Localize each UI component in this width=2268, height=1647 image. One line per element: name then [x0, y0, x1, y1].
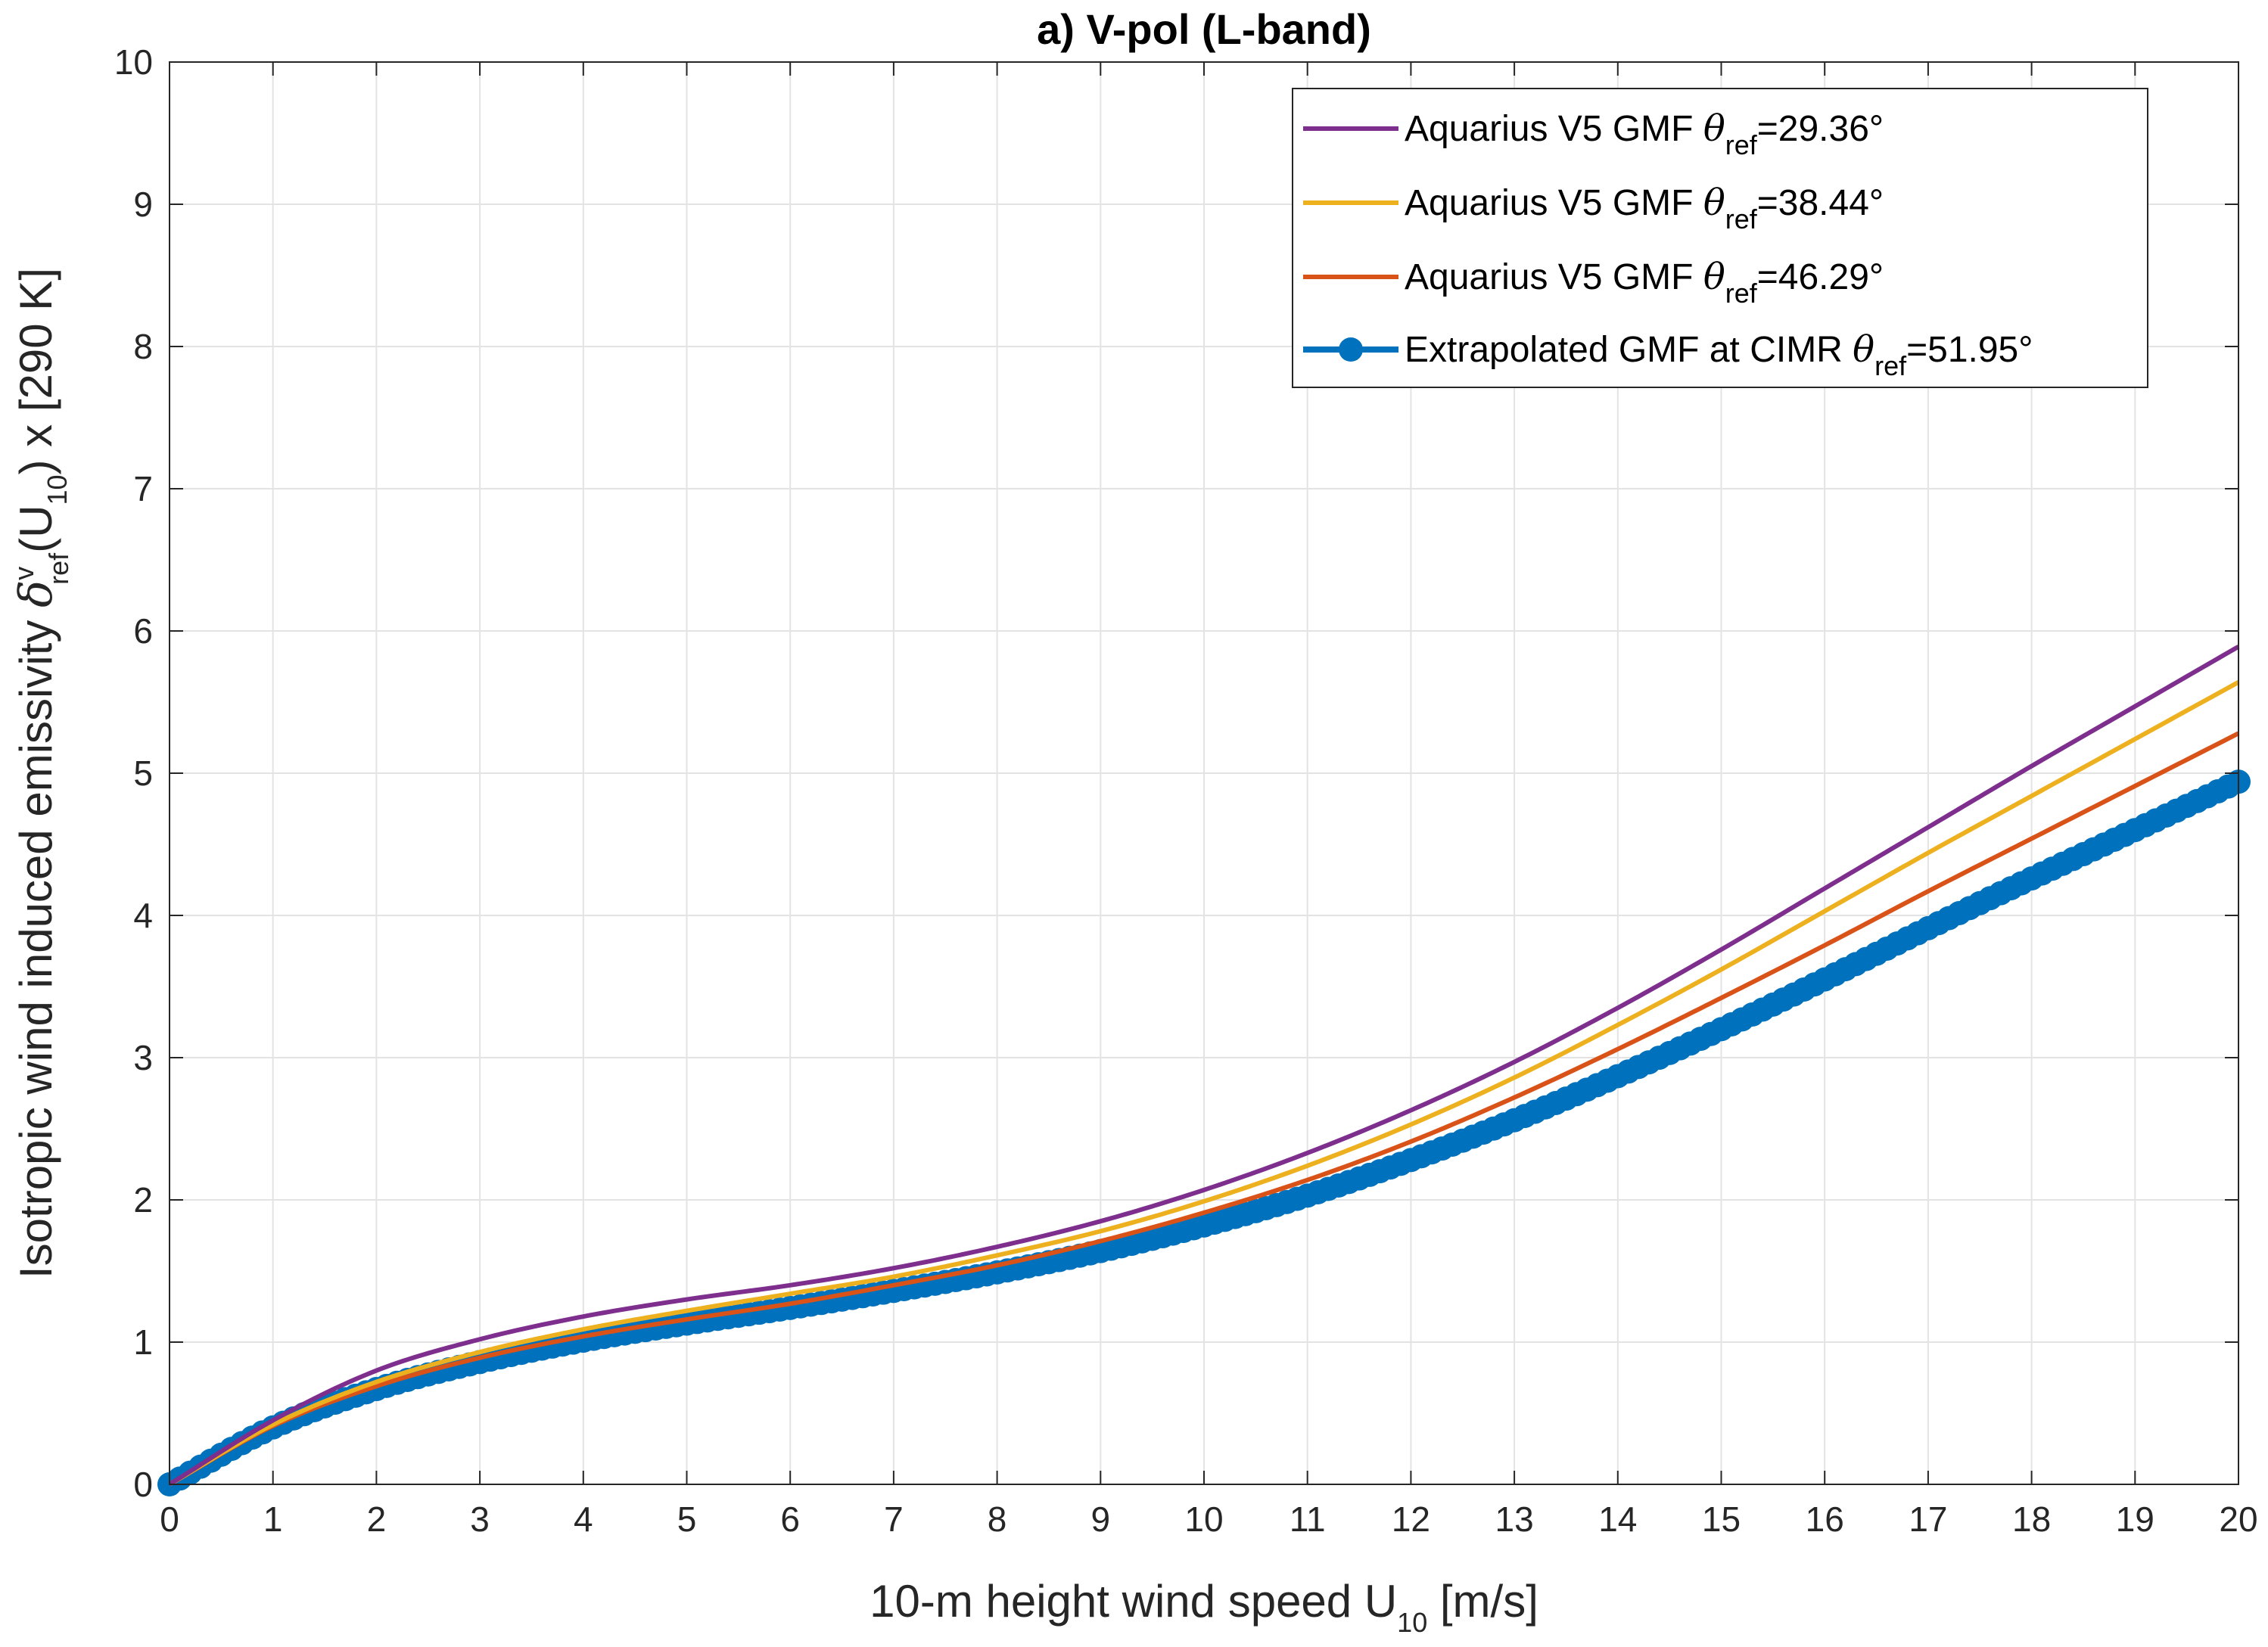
- y-tick-label: 4: [133, 896, 153, 935]
- legend-label-2: Aquarius V5 GMF θref=46.29°: [1405, 256, 1884, 309]
- legend: Aquarius V5 GMF θref=29.36° Aquarius V5 …: [1292, 88, 2148, 388]
- series-line-2: [168, 731, 2240, 1487]
- y-tick-label: 1: [133, 1322, 153, 1362]
- legend-label-3: Extrapolated GMF at CIMR θref=51.95°: [1405, 328, 2033, 381]
- x-tick-label: 17: [1909, 1499, 1947, 1539]
- y-tick-label: 10: [114, 42, 153, 82]
- legend-label-0: Aquarius V5 GMF θref=29.36°: [1405, 107, 1884, 160]
- x-tick-label: 15: [1702, 1499, 1741, 1539]
- x-tick-label: 13: [1495, 1499, 1534, 1539]
- legend-marker-3: [1339, 337, 1363, 362]
- series-0: [168, 645, 2240, 1487]
- series-1: [168, 680, 2240, 1487]
- y-tick-label: 5: [133, 754, 153, 793]
- x-tick-label: 12: [1392, 1499, 1430, 1539]
- x-tick-label: 20: [2219, 1499, 2257, 1539]
- y-axis-label: Isotropic wind induced emissivity δv ref(…: [8, 268, 74, 1279]
- series-line-1: [168, 680, 2240, 1487]
- series-layer: [157, 645, 2251, 1496]
- x-tick-label: 14: [1598, 1499, 1637, 1539]
- x-tick-label: 7: [884, 1499, 904, 1539]
- y-tick-label: 9: [133, 185, 153, 224]
- y-tick-label: 6: [133, 611, 153, 651]
- y-tick-label: 2: [133, 1180, 153, 1220]
- x-tick-label: 6: [780, 1499, 800, 1539]
- grid-lines: [170, 62, 2238, 1484]
- x-tick-label: 18: [2012, 1499, 2051, 1539]
- x-tick-label: 19: [2116, 1499, 2154, 1539]
- y-tick-label: 8: [133, 327, 153, 366]
- x-tick-label: 4: [574, 1499, 593, 1539]
- y-tick-label: 0: [133, 1465, 153, 1504]
- x-tick-label: 10: [1184, 1499, 1223, 1539]
- x-tick-label: 16: [1806, 1499, 1844, 1539]
- x-tick-label: 0: [160, 1499, 179, 1539]
- x-tick-label: 1: [263, 1499, 283, 1539]
- x-tick-label: 8: [988, 1499, 1007, 1539]
- chart-title: a) V-pol (L-band): [1037, 5, 1371, 53]
- x-axis-label: 10-m height wind speed U10 [m/s]: [870, 1576, 1538, 1638]
- y-tick-label: 3: [133, 1038, 153, 1077]
- x-tick-label: 2: [367, 1499, 387, 1539]
- series-2: [168, 731, 2240, 1487]
- x-tick-label: 5: [677, 1499, 697, 1539]
- x-tick-label: 11: [1290, 1499, 1326, 1539]
- legend-box: [1292, 88, 2148, 388]
- y-axis-ticks: 0 1 2 3 4 5 6 7 8 9 10: [114, 42, 2238, 1504]
- legend-label-1: Aquarius V5 GMF θref=38.44°: [1405, 182, 1884, 235]
- x-tick-label: 3: [470, 1499, 490, 1539]
- x-axis-ticks: 0 1 2 3 4 5 6 7 8 9 10 11 12 13 14 15 16 17 18 19 20: [160, 62, 2258, 1539]
- y-tick-label: 7: [133, 469, 153, 508]
- series-line-0: [168, 645, 2240, 1487]
- x-tick-label: 9: [1091, 1499, 1111, 1539]
